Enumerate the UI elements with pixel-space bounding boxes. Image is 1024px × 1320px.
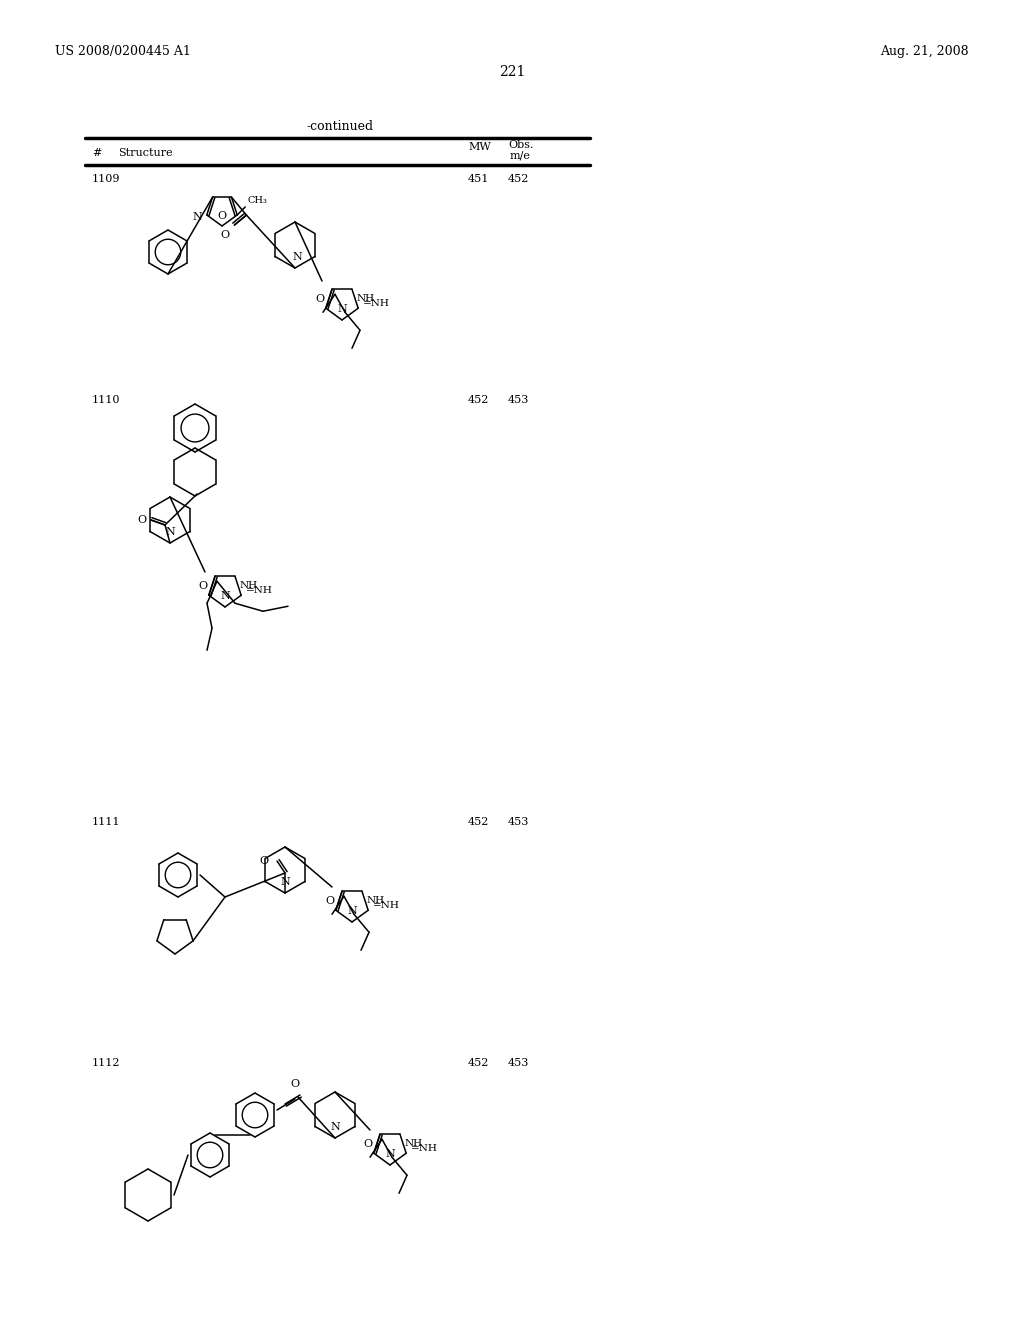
Text: N: N (281, 876, 290, 887)
Text: NH: NH (367, 896, 385, 906)
Text: O: O (362, 1139, 372, 1150)
Text: O: O (217, 211, 226, 220)
Text: N: N (347, 906, 357, 916)
Text: =NH: =NH (373, 900, 400, 909)
Text: =NH: =NH (246, 586, 273, 595)
Text: =NH: =NH (364, 298, 390, 308)
Text: m/e: m/e (510, 150, 530, 161)
Text: O: O (138, 515, 147, 525)
Text: 453: 453 (508, 1059, 529, 1068)
Text: -continued: -continued (306, 120, 374, 133)
Text: Obs.: Obs. (508, 140, 534, 150)
Text: =NH: =NH (412, 1143, 438, 1152)
Text: N: N (385, 1148, 395, 1159)
Text: Aug. 21, 2008: Aug. 21, 2008 (881, 45, 969, 58)
Text: 1111: 1111 (92, 817, 121, 828)
Text: MW: MW (468, 143, 490, 152)
Text: N: N (330, 1122, 340, 1133)
Text: Structure: Structure (118, 148, 173, 158)
Text: #: # (92, 148, 101, 158)
Text: 221: 221 (499, 65, 525, 79)
Text: 451: 451 (468, 174, 489, 183)
Text: NH: NH (240, 581, 258, 590)
Text: 452: 452 (468, 817, 489, 828)
Text: US 2008/0200445 A1: US 2008/0200445 A1 (55, 45, 190, 58)
Text: NH: NH (406, 1139, 423, 1148)
Text: 452: 452 (468, 395, 489, 405)
Text: O: O (325, 896, 334, 907)
Text: CH₃: CH₃ (247, 195, 267, 205)
Text: 452: 452 (468, 1059, 489, 1068)
Text: 453: 453 (508, 817, 529, 828)
Text: O: O (198, 581, 207, 591)
Text: 1109: 1109 (92, 174, 121, 183)
Text: O: O (291, 1078, 300, 1089)
Text: N: N (337, 304, 347, 314)
Text: 452: 452 (508, 174, 529, 183)
Text: N: N (165, 527, 175, 537)
Text: O: O (315, 294, 324, 304)
Text: NH: NH (357, 294, 375, 304)
Text: 453: 453 (508, 395, 529, 405)
Text: N: N (220, 591, 229, 601)
Text: 1110: 1110 (92, 395, 121, 405)
Text: 1112: 1112 (92, 1059, 121, 1068)
Text: O: O (260, 855, 269, 866)
Text: N: N (292, 252, 302, 261)
Text: N: N (193, 213, 202, 222)
Text: O: O (220, 230, 229, 240)
